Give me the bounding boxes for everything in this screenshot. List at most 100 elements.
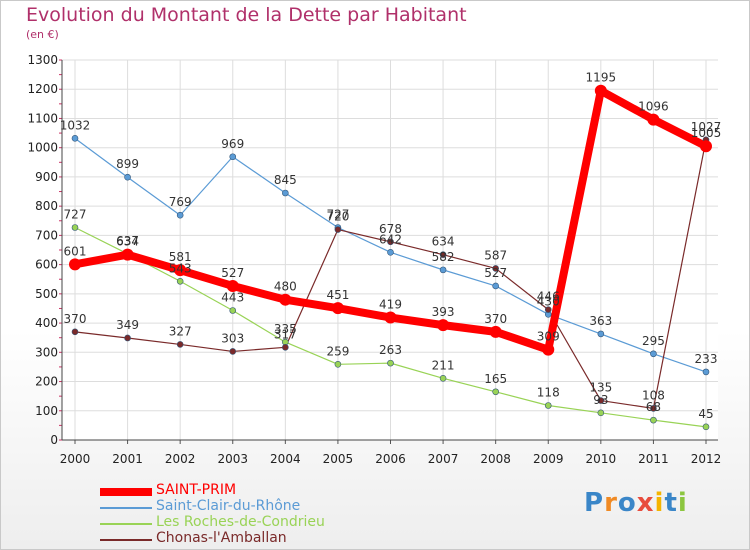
logo-letter: i bbox=[654, 488, 665, 518]
data-point bbox=[702, 368, 710, 376]
y-tick-label: 1300 bbox=[27, 53, 58, 67]
data-point bbox=[702, 423, 710, 431]
chart-title: Evolution du Montant de la Dette par Hab… bbox=[26, 4, 467, 26]
chart-subtitle: (en €) bbox=[26, 28, 59, 41]
data-point bbox=[492, 388, 499, 396]
data-point bbox=[226, 279, 239, 292]
data-label: 1032 bbox=[60, 118, 91, 132]
data-point bbox=[71, 224, 79, 231]
data-point bbox=[176, 277, 184, 285]
legend-swatch bbox=[100, 507, 152, 509]
legend-label: SAINT-PRIM bbox=[156, 482, 237, 498]
y-tick-label: 1200 bbox=[27, 82, 58, 96]
data-label: 263 bbox=[379, 343, 402, 357]
data-label: 68 bbox=[646, 400, 661, 414]
legend-swatch bbox=[100, 539, 152, 541]
data-point bbox=[439, 251, 447, 258]
data-label: 327 bbox=[169, 324, 192, 338]
data-point bbox=[229, 348, 237, 355]
y-tick-label: 900 bbox=[35, 170, 58, 184]
logo-letter: x bbox=[636, 488, 655, 518]
data-point bbox=[334, 360, 342, 368]
y-tick-label: 700 bbox=[35, 228, 58, 242]
data-point bbox=[282, 344, 289, 351]
data-point bbox=[387, 359, 394, 367]
data-label: 587 bbox=[484, 248, 507, 262]
y-tick-label: 500 bbox=[35, 287, 58, 301]
y-tick-label: 100 bbox=[35, 404, 58, 418]
data-point bbox=[331, 302, 344, 315]
data-label: 769 bbox=[169, 195, 192, 209]
data-label: 1005 bbox=[691, 126, 722, 140]
data-point bbox=[69, 258, 81, 271]
data-point bbox=[492, 282, 499, 290]
data-label: 446 bbox=[537, 290, 560, 304]
data-label: 727 bbox=[64, 207, 87, 221]
data-point bbox=[174, 264, 187, 277]
data-label: 108 bbox=[642, 388, 665, 402]
data-point bbox=[647, 113, 660, 126]
data-point bbox=[437, 319, 450, 332]
data-point bbox=[544, 306, 552, 313]
x-tick-label: 2001 bbox=[112, 452, 143, 466]
data-point bbox=[229, 153, 237, 161]
data-label: 430 bbox=[537, 294, 560, 308]
data-label: 233 bbox=[695, 352, 718, 366]
data-point bbox=[650, 350, 657, 358]
data-label: 443 bbox=[221, 291, 244, 305]
data-label: 370 bbox=[484, 312, 507, 326]
x-tick-label: 2006 bbox=[375, 452, 406, 466]
legend-label: Chonas-l'Amballan bbox=[156, 530, 287, 546]
data-label: 634 bbox=[116, 235, 139, 249]
data-label: 349 bbox=[116, 318, 139, 332]
data-label: 135 bbox=[589, 381, 612, 395]
x-tick-label: 2002 bbox=[165, 452, 196, 466]
data-point bbox=[71, 135, 79, 142]
y-tick-label: 600 bbox=[35, 258, 58, 272]
y-tick-label: 400 bbox=[35, 316, 58, 330]
data-label: 303 bbox=[221, 331, 244, 345]
logo-letter: t bbox=[664, 488, 678, 518]
data-label: 309 bbox=[537, 330, 560, 344]
data-label: 1096 bbox=[638, 100, 669, 114]
data-point bbox=[594, 84, 607, 97]
y-tick-label: 300 bbox=[35, 345, 58, 359]
x-tick-label: 2011 bbox=[638, 452, 669, 466]
data-point bbox=[124, 334, 131, 342]
data-point bbox=[121, 248, 134, 261]
data-point bbox=[229, 307, 237, 314]
data-point bbox=[650, 416, 657, 424]
data-point bbox=[384, 311, 397, 324]
data-point bbox=[279, 293, 292, 306]
data-label: 45 bbox=[698, 407, 713, 421]
x-tick-label: 2008 bbox=[480, 452, 511, 466]
data-point bbox=[597, 330, 605, 338]
data-point bbox=[597, 409, 605, 417]
data-point bbox=[176, 211, 184, 219]
x-tick-label: 2007 bbox=[428, 452, 459, 466]
data-label: 527 bbox=[484, 266, 507, 280]
data-label: 720 bbox=[326, 210, 349, 224]
data-point bbox=[650, 405, 657, 412]
data-label: 581 bbox=[169, 250, 192, 264]
data-label: 211 bbox=[432, 358, 455, 372]
data-label: 969 bbox=[221, 137, 244, 151]
x-tick-label: 2005 bbox=[323, 452, 354, 466]
data-label: 634 bbox=[432, 235, 455, 249]
data-label: 480 bbox=[274, 280, 297, 294]
data-label: 582 bbox=[432, 250, 455, 264]
logo-letter: i bbox=[677, 488, 688, 518]
data-label: 393 bbox=[432, 305, 455, 319]
data-label: 295 bbox=[642, 334, 665, 348]
y-tick-label: 200 bbox=[35, 375, 58, 389]
data-point bbox=[544, 402, 552, 409]
data-label: 370 bbox=[64, 312, 87, 326]
x-tick-label: 2004 bbox=[270, 452, 301, 466]
data-point bbox=[176, 341, 184, 348]
logo-letter: P bbox=[584, 488, 605, 518]
data-label: 899 bbox=[116, 157, 139, 171]
axes-layer: 0 100 200 300 400 500 600 700 800 900 1000 1100 1200… bbox=[27, 53, 721, 466]
data-label: 451 bbox=[326, 288, 349, 302]
data-point bbox=[124, 173, 131, 181]
